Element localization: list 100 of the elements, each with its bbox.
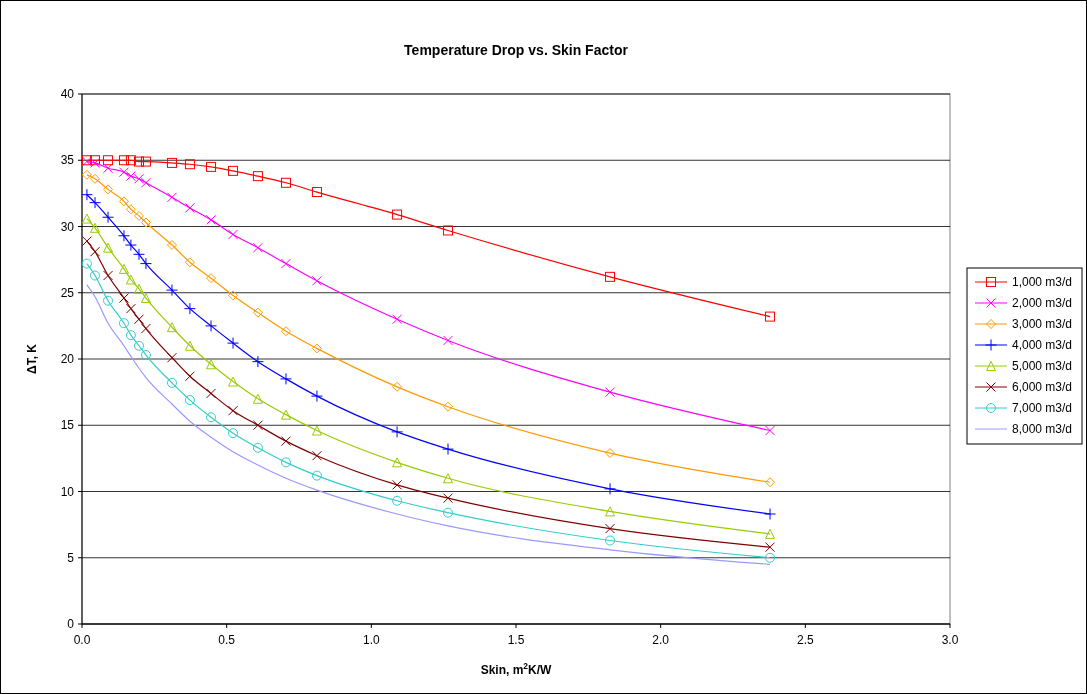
point <box>125 155 136 166</box>
point <box>392 495 403 506</box>
y-tick-label: 40 <box>60 87 75 102</box>
point <box>81 169 92 180</box>
point <box>183 302 196 315</box>
point <box>90 173 101 184</box>
point <box>605 535 616 546</box>
point <box>81 213 92 224</box>
point <box>184 257 195 268</box>
point <box>206 412 217 423</box>
point <box>443 493 454 504</box>
point <box>118 293 129 304</box>
point <box>251 355 264 368</box>
point <box>280 409 291 420</box>
y-tick-label: 25 <box>60 285 75 300</box>
point <box>228 376 239 387</box>
y-axis-title: ΔT, K <box>25 343 39 374</box>
point <box>184 340 195 351</box>
point <box>280 258 291 269</box>
point <box>765 477 776 488</box>
point <box>392 457 403 468</box>
point <box>765 552 776 563</box>
legend-label: 3,000 m3/d <box>1012 317 1073 332</box>
point <box>118 318 129 329</box>
point <box>206 161 217 172</box>
point <box>166 240 177 251</box>
legend-label: 8,000 m3/d <box>1012 422 1073 437</box>
point <box>311 470 322 481</box>
point <box>392 479 403 490</box>
point <box>443 473 454 484</box>
x-tick-label: 2.0 <box>652 633 670 647</box>
point <box>117 229 130 242</box>
point <box>166 352 177 363</box>
point <box>139 257 152 270</box>
point <box>184 202 195 213</box>
point <box>134 210 144 221</box>
point <box>125 330 136 341</box>
point <box>206 359 217 370</box>
point <box>280 436 291 447</box>
point <box>764 508 777 521</box>
x-tick-label: 1.0 <box>362 633 380 647</box>
point <box>605 506 616 517</box>
point <box>604 482 617 495</box>
point <box>605 523 616 534</box>
point <box>605 448 616 459</box>
point <box>227 337 240 350</box>
point <box>81 258 92 269</box>
point <box>605 271 616 282</box>
legend-label: 5,000 m3/d <box>1012 359 1073 374</box>
x-tick-label: 0.5 <box>218 633 236 647</box>
y-tick-label: 20 <box>60 352 75 367</box>
point <box>90 270 101 281</box>
point <box>206 388 217 399</box>
point <box>118 263 129 274</box>
point <box>103 242 114 253</box>
point <box>140 350 151 361</box>
x-tick-label: 3.0 <box>941 633 959 647</box>
point <box>103 155 114 166</box>
point <box>125 204 136 215</box>
point <box>118 167 129 178</box>
point <box>765 528 776 539</box>
point <box>140 217 151 228</box>
point <box>140 156 151 167</box>
point <box>206 214 217 225</box>
point <box>103 270 114 281</box>
point <box>205 319 218 332</box>
point <box>134 283 144 294</box>
point <box>228 229 239 240</box>
point <box>280 326 291 337</box>
point <box>134 156 144 167</box>
point <box>125 274 136 285</box>
point <box>184 371 195 382</box>
point <box>443 401 454 412</box>
point <box>134 340 144 351</box>
point <box>124 239 137 252</box>
point <box>252 393 263 404</box>
point <box>140 323 151 334</box>
point <box>140 293 151 304</box>
point <box>311 450 322 461</box>
x-tick-label: 0.0 <box>73 633 91 647</box>
point <box>392 209 403 220</box>
legend-label: 2,000 m3/d <box>1012 296 1073 311</box>
x-tick-label: 1.5 <box>507 633 525 647</box>
point <box>166 157 177 168</box>
point <box>311 425 322 436</box>
point <box>391 425 404 438</box>
y-tick-label: 30 <box>60 219 75 234</box>
point <box>443 225 454 236</box>
point <box>228 428 239 439</box>
x-axis-title: Skin, m$^{2}$K/W <box>480 661 553 677</box>
point <box>252 442 263 453</box>
point <box>311 343 322 354</box>
point <box>184 159 195 170</box>
point <box>311 275 322 286</box>
point <box>90 222 101 233</box>
legend-label: 4,000 m3/d <box>1012 338 1073 353</box>
legend-label: 7,000 m3/d <box>1012 401 1073 416</box>
point <box>228 165 239 176</box>
point <box>228 290 239 301</box>
point <box>252 242 263 253</box>
